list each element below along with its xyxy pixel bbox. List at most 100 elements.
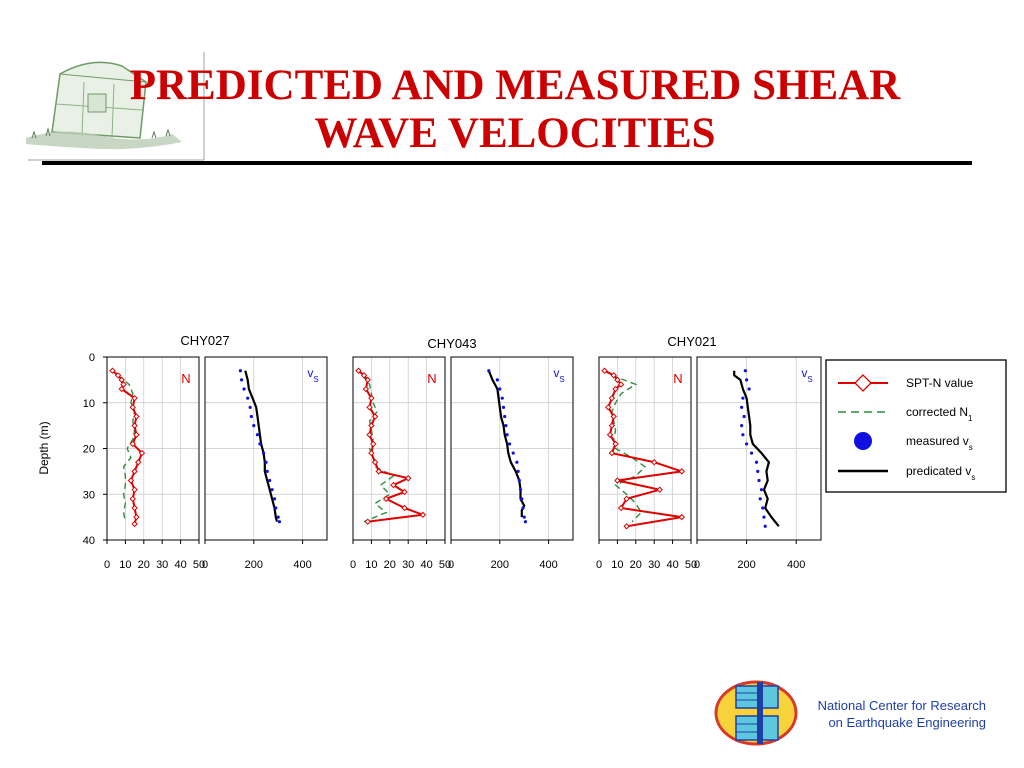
- station-chy027-measured-vs-point: [261, 451, 266, 455]
- station-chy021-measured-vs-point: [757, 478, 761, 483]
- x-tick-label: 50: [439, 559, 451, 571]
- slide-title-line-1: PREDICTED AND MEASURED SHEAR: [129, 62, 901, 109]
- station-chy021-spt-n-point: [623, 495, 630, 503]
- station-chy027-measured-vs-point: [276, 515, 280, 519]
- station-chy021-vs-panel-frame: 0 200 400: [694, 356, 822, 571]
- station-chy021-measured-vs-point: [740, 424, 744, 428]
- station-chy043-predicted-vs-line: [487, 370, 526, 518]
- station-chy021-spt-n-point: [608, 394, 616, 402]
- station-chy027-spt-n-point: [131, 422, 138, 429]
- organization-name: National Center for Research on Earthqua…: [786, 697, 986, 731]
- station-chy043-measured-vs-point: [523, 520, 528, 524]
- station-chy043-measured-vs-point: [518, 488, 523, 492]
- station-chy043-measured-vs-point: [501, 405, 506, 409]
- title-divider: [42, 161, 972, 165]
- station-chy043-measured-vs-point: [517, 478, 521, 483]
- station-chy043-n-panel-frame: 0 10 20 30 40 50: [350, 356, 451, 571]
- station-chy027-measured-vs-point: [252, 424, 256, 428]
- station-chy027-measured-vs-point: [255, 433, 260, 437]
- station-chy043-measured-vs-point: [495, 378, 499, 382]
- legend: SPT-N value corrected N1 measured vs predic…: [825, 359, 1007, 493]
- plot-border: [352, 356, 446, 541]
- station-chy021-measured-vs-point: [745, 378, 749, 382]
- x-tick-label: 0: [596, 559, 602, 571]
- station-chy027-measured-vs-point: [272, 497, 277, 501]
- station-chy027-corrected-n-line: [117, 374, 136, 522]
- station-chy043-n-label: N: [427, 371, 436, 386]
- station-chy027-spt-n-point: [133, 413, 140, 420]
- station-chy043-measured-vs-point: [511, 451, 515, 455]
- station-chy027-spt-n-point: [120, 381, 127, 388]
- x-tick-label: 200: [245, 559, 263, 571]
- station-chy027-spt-n-point: [114, 372, 122, 379]
- station-chy043-title: CHY043: [427, 336, 476, 351]
- station-chy027-measured-vs-point: [277, 520, 282, 524]
- y-axis-label: Depth (m): [37, 421, 51, 474]
- station-chy043-spt-n-point: [355, 367, 362, 374]
- station-chy043-vs-label: vS: [553, 366, 564, 384]
- station-chy027-spt-n-point: [129, 440, 136, 448]
- station-chy027-measured-vs-point: [265, 469, 269, 473]
- legend-label-predicted: predicated vs: [906, 464, 975, 482]
- station-chy027-spt-n-point: [129, 495, 136, 503]
- station-chy021-measured-vs-point: [747, 387, 751, 391]
- station-chy043-spt-n-point: [382, 495, 390, 503]
- station-chy043-measured-vs-point: [505, 433, 509, 437]
- x-tick-label: 10: [365, 559, 377, 571]
- station-chy043-spt-n-point: [370, 440, 377, 448]
- station-chy021-spt-n-point: [612, 385, 619, 393]
- station-chy021-spt-n-point: [678, 468, 686, 475]
- station-chy043-spt-n-point: [401, 488, 408, 496]
- x-tick-label: 40: [420, 559, 432, 571]
- x-tick-label: 30: [156, 559, 168, 571]
- x-tick-label: 50: [193, 559, 205, 571]
- station-chy027-spt-n-point: [118, 385, 125, 393]
- station-chy043-spt-n-point: [368, 394, 375, 402]
- station-chy043-spt-n-point: [368, 449, 375, 457]
- station-chy027-measured-vs-point: [242, 387, 246, 391]
- station-chy043-measured-vs-point: [507, 442, 512, 446]
- y-tick-label: 40: [83, 535, 95, 547]
- station-chy043-measured-vs-point: [515, 460, 519, 464]
- plot-border: [696, 356, 822, 541]
- station-chy021-measured-vs-point: [756, 469, 760, 473]
- station-chy027-n-panel-frame: 0 10 20 30 40 50: [104, 356, 205, 571]
- station-chy027-spt-n-point: [118, 376, 125, 384]
- station-chy027-measured-vs-point: [274, 506, 278, 510]
- slide-title: PREDICTED AND MEASURED SHEAR WAVE VELOCI…: [100, 62, 930, 158]
- station-chy021-spt-n-point: [656, 486, 663, 493]
- station-chy021-measured-vs-point: [758, 497, 762, 501]
- y-tick-label: 0: [89, 352, 95, 364]
- x-tick-label: 200: [737, 559, 755, 571]
- station-chy027-title: CHY027: [180, 333, 229, 348]
- station-chy027-spt-n-point: [131, 394, 138, 402]
- station-chy043-spt-n-point: [371, 459, 379, 466]
- x-tick-label: 10: [119, 559, 131, 571]
- station-chy043-spt-n-point: [366, 404, 373, 411]
- station-chy021-spt-n-point: [623, 523, 630, 530]
- station-chy021-spt-n-point: [604, 404, 612, 411]
- station-chy021-corrected-n-line: [611, 374, 647, 523]
- station-chy043-vs-panel-frame: 0 200 400: [448, 356, 574, 571]
- legend-label-corrected: corrected N1: [906, 405, 973, 423]
- station-chy043-measured-vs-point: [516, 469, 520, 473]
- station-chy027-measured-vs-point: [270, 488, 274, 492]
- plot-border: [598, 356, 692, 541]
- station-chy021-measured-vs-point: [743, 369, 747, 373]
- station-chy027-measured-vs-point: [249, 414, 253, 419]
- station-chy043-measured-vs-point: [504, 424, 508, 428]
- station-chy021-spt-n-point: [601, 367, 608, 374]
- station-chy043-measured-vs-point: [498, 387, 502, 391]
- station-chy027-measured-vs-point: [268, 478, 272, 483]
- station-chy021-measured-vs-point: [759, 488, 764, 492]
- station-chy021-measured-vs-point: [740, 405, 744, 409]
- station-chy021-measured-vs-point: [745, 442, 749, 446]
- station-chy021-n-panel-frame: 0 10 20 30 40 50: [596, 356, 697, 571]
- station-chy043-measured-vs-point: [520, 497, 524, 501]
- station-chy043-spt-n-point: [419, 511, 427, 519]
- station-chy027-spt-n-point: [127, 477, 135, 484]
- x-tick-label: 400: [787, 559, 805, 571]
- x-tick-label: 0: [202, 559, 208, 571]
- plot-border: [204, 356, 328, 541]
